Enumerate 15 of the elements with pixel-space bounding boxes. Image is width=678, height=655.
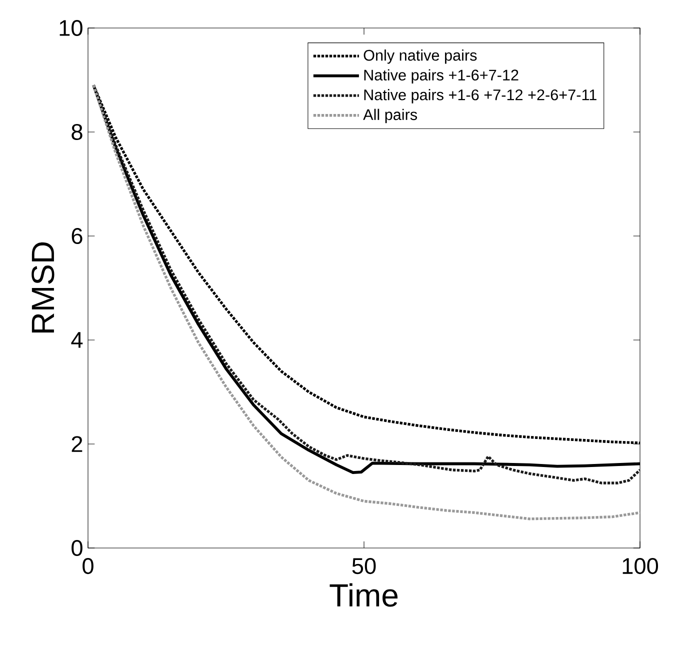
y-tick-label: 10	[60, 20, 82, 36]
y-tick-label: 4	[71, 332, 83, 348]
y-tick-label: 2	[72, 436, 82, 452]
legend-label: All pairs	[363, 108, 418, 124]
y-tick-label: 6	[72, 228, 82, 244]
x-axis-title: Time	[330, 583, 398, 607]
x-tick-label: 50	[352, 558, 376, 574]
y-axis-title: RMSD	[32, 242, 54, 332]
x-tick-label: 0	[82, 558, 94, 574]
y-tick-label: 0	[72, 540, 82, 556]
y-tick-label: 8	[72, 124, 82, 140]
x-tick-label: 100	[622, 558, 658, 574]
legend-label: Only native pairs	[364, 49, 477, 64]
legend-label: Native pairs +1-6 +7-12 +2-6+7-11	[364, 89, 596, 104]
legend-label: Native pairs +1-6+7-12	[364, 69, 518, 84]
